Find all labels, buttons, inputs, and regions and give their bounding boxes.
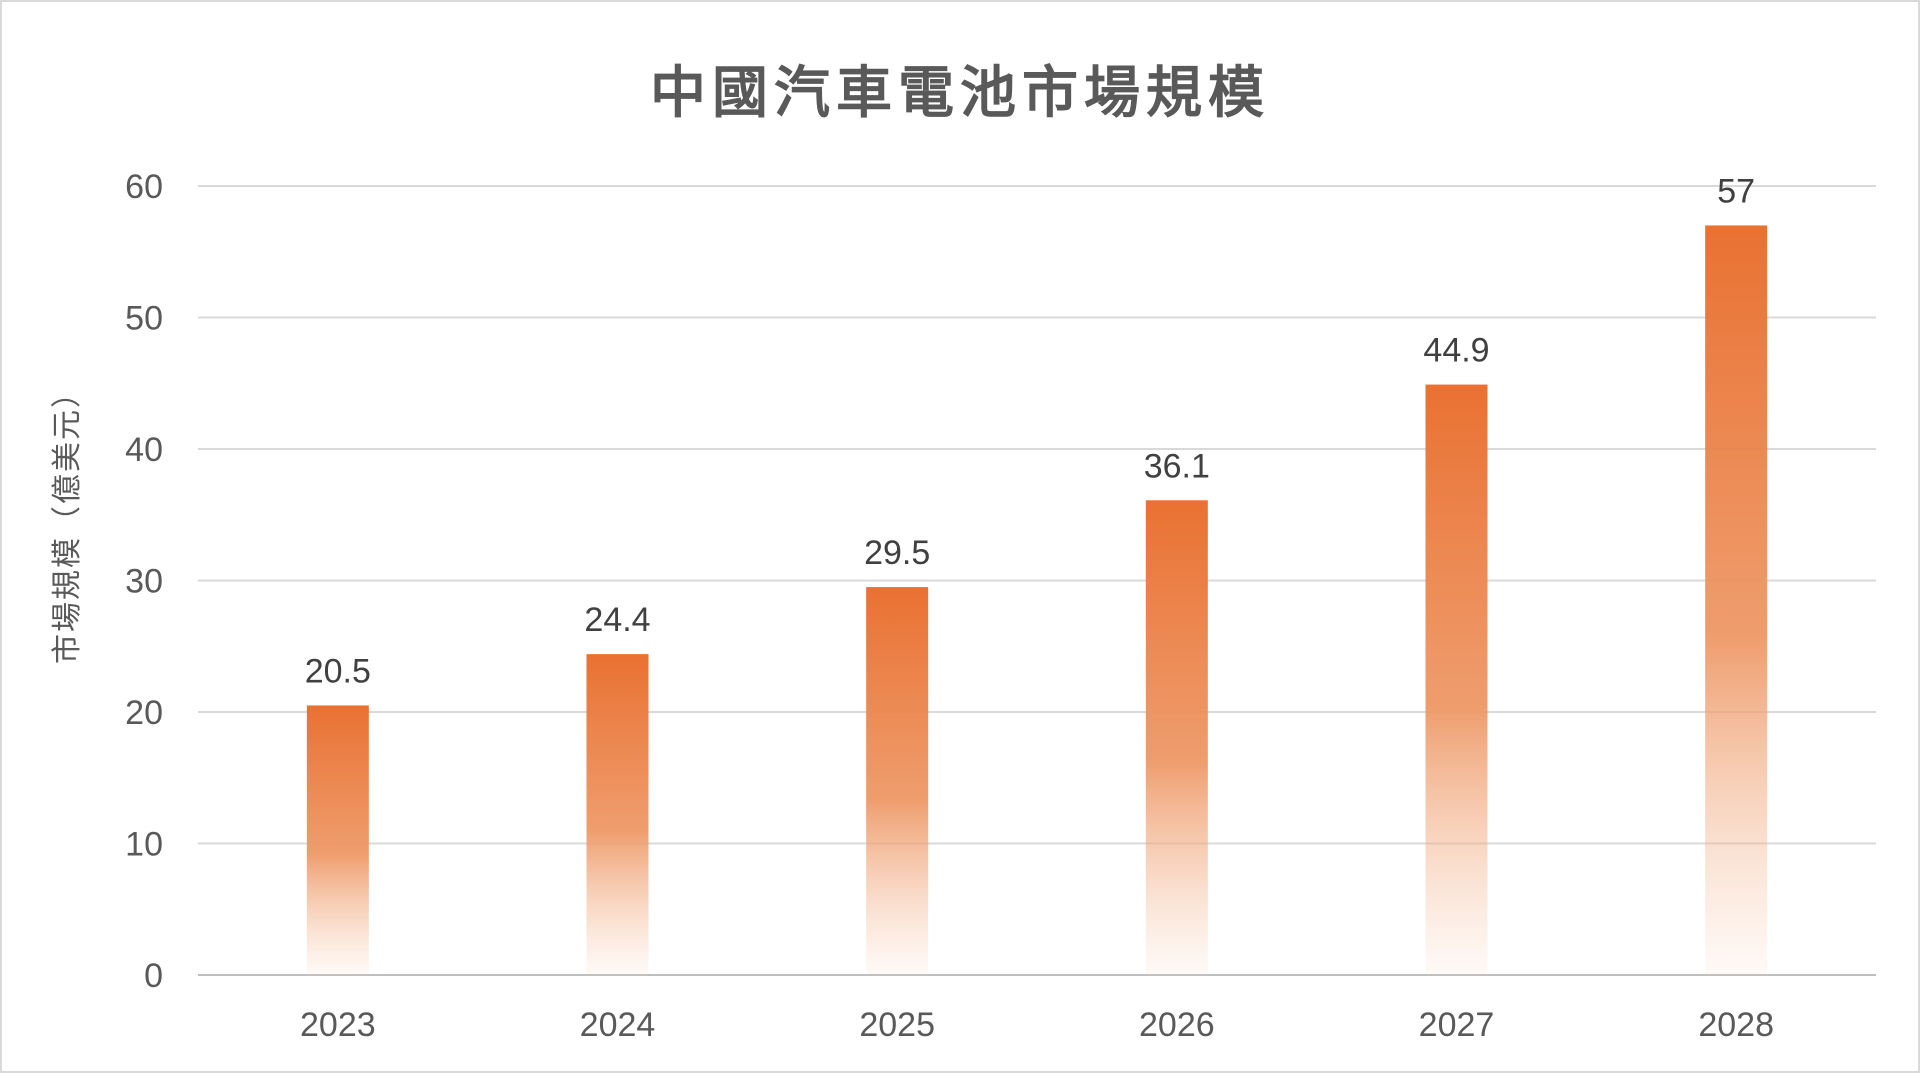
chart-title: 中國汽車電池市場規模	[650, 61, 1270, 126]
bar	[866, 587, 929, 975]
y-tick-label: 20	[125, 694, 163, 732]
x-tick-label: 2028	[1698, 1006, 1774, 1044]
gridlines	[198, 185, 1876, 976]
bar	[1145, 500, 1208, 975]
x-tick-label: 2024	[580, 1006, 656, 1044]
x-tick-label: 2023	[300, 1006, 376, 1044]
data-label: 36.1	[1144, 447, 1210, 485]
data-label: 44.9	[1423, 332, 1489, 370]
x-tick-label: 2027	[1419, 1006, 1495, 1044]
y-tick-label: 40	[125, 431, 163, 469]
data-label: 29.5	[864, 534, 930, 572]
bar	[1425, 384, 1488, 975]
x-tick-label: 2025	[859, 1006, 935, 1044]
y-tick-label: 60	[125, 168, 163, 206]
data-label: 20.5	[305, 652, 371, 690]
y-tick-label: 10	[125, 826, 163, 864]
data-label: 57	[1717, 172, 1755, 210]
data-label: 24.4	[584, 601, 650, 639]
bar	[586, 654, 649, 975]
x-tick-label: 2026	[1139, 1006, 1215, 1044]
bars	[306, 225, 1768, 975]
bar	[306, 705, 369, 975]
data-labels: 20.5 24.4 29.5 36.1 44.9 57	[305, 172, 1755, 690]
y-tick-label: 50	[125, 300, 163, 338]
y-tick-label: 30	[125, 563, 163, 601]
y-axis-ticks: 0 10 20 30 40 50 60	[125, 168, 163, 995]
x-axis-ticks: 2023 2024 2025 2026 2027 2028	[300, 1006, 1774, 1044]
bar	[1705, 225, 1768, 975]
y-tick-label: 0	[144, 957, 163, 995]
